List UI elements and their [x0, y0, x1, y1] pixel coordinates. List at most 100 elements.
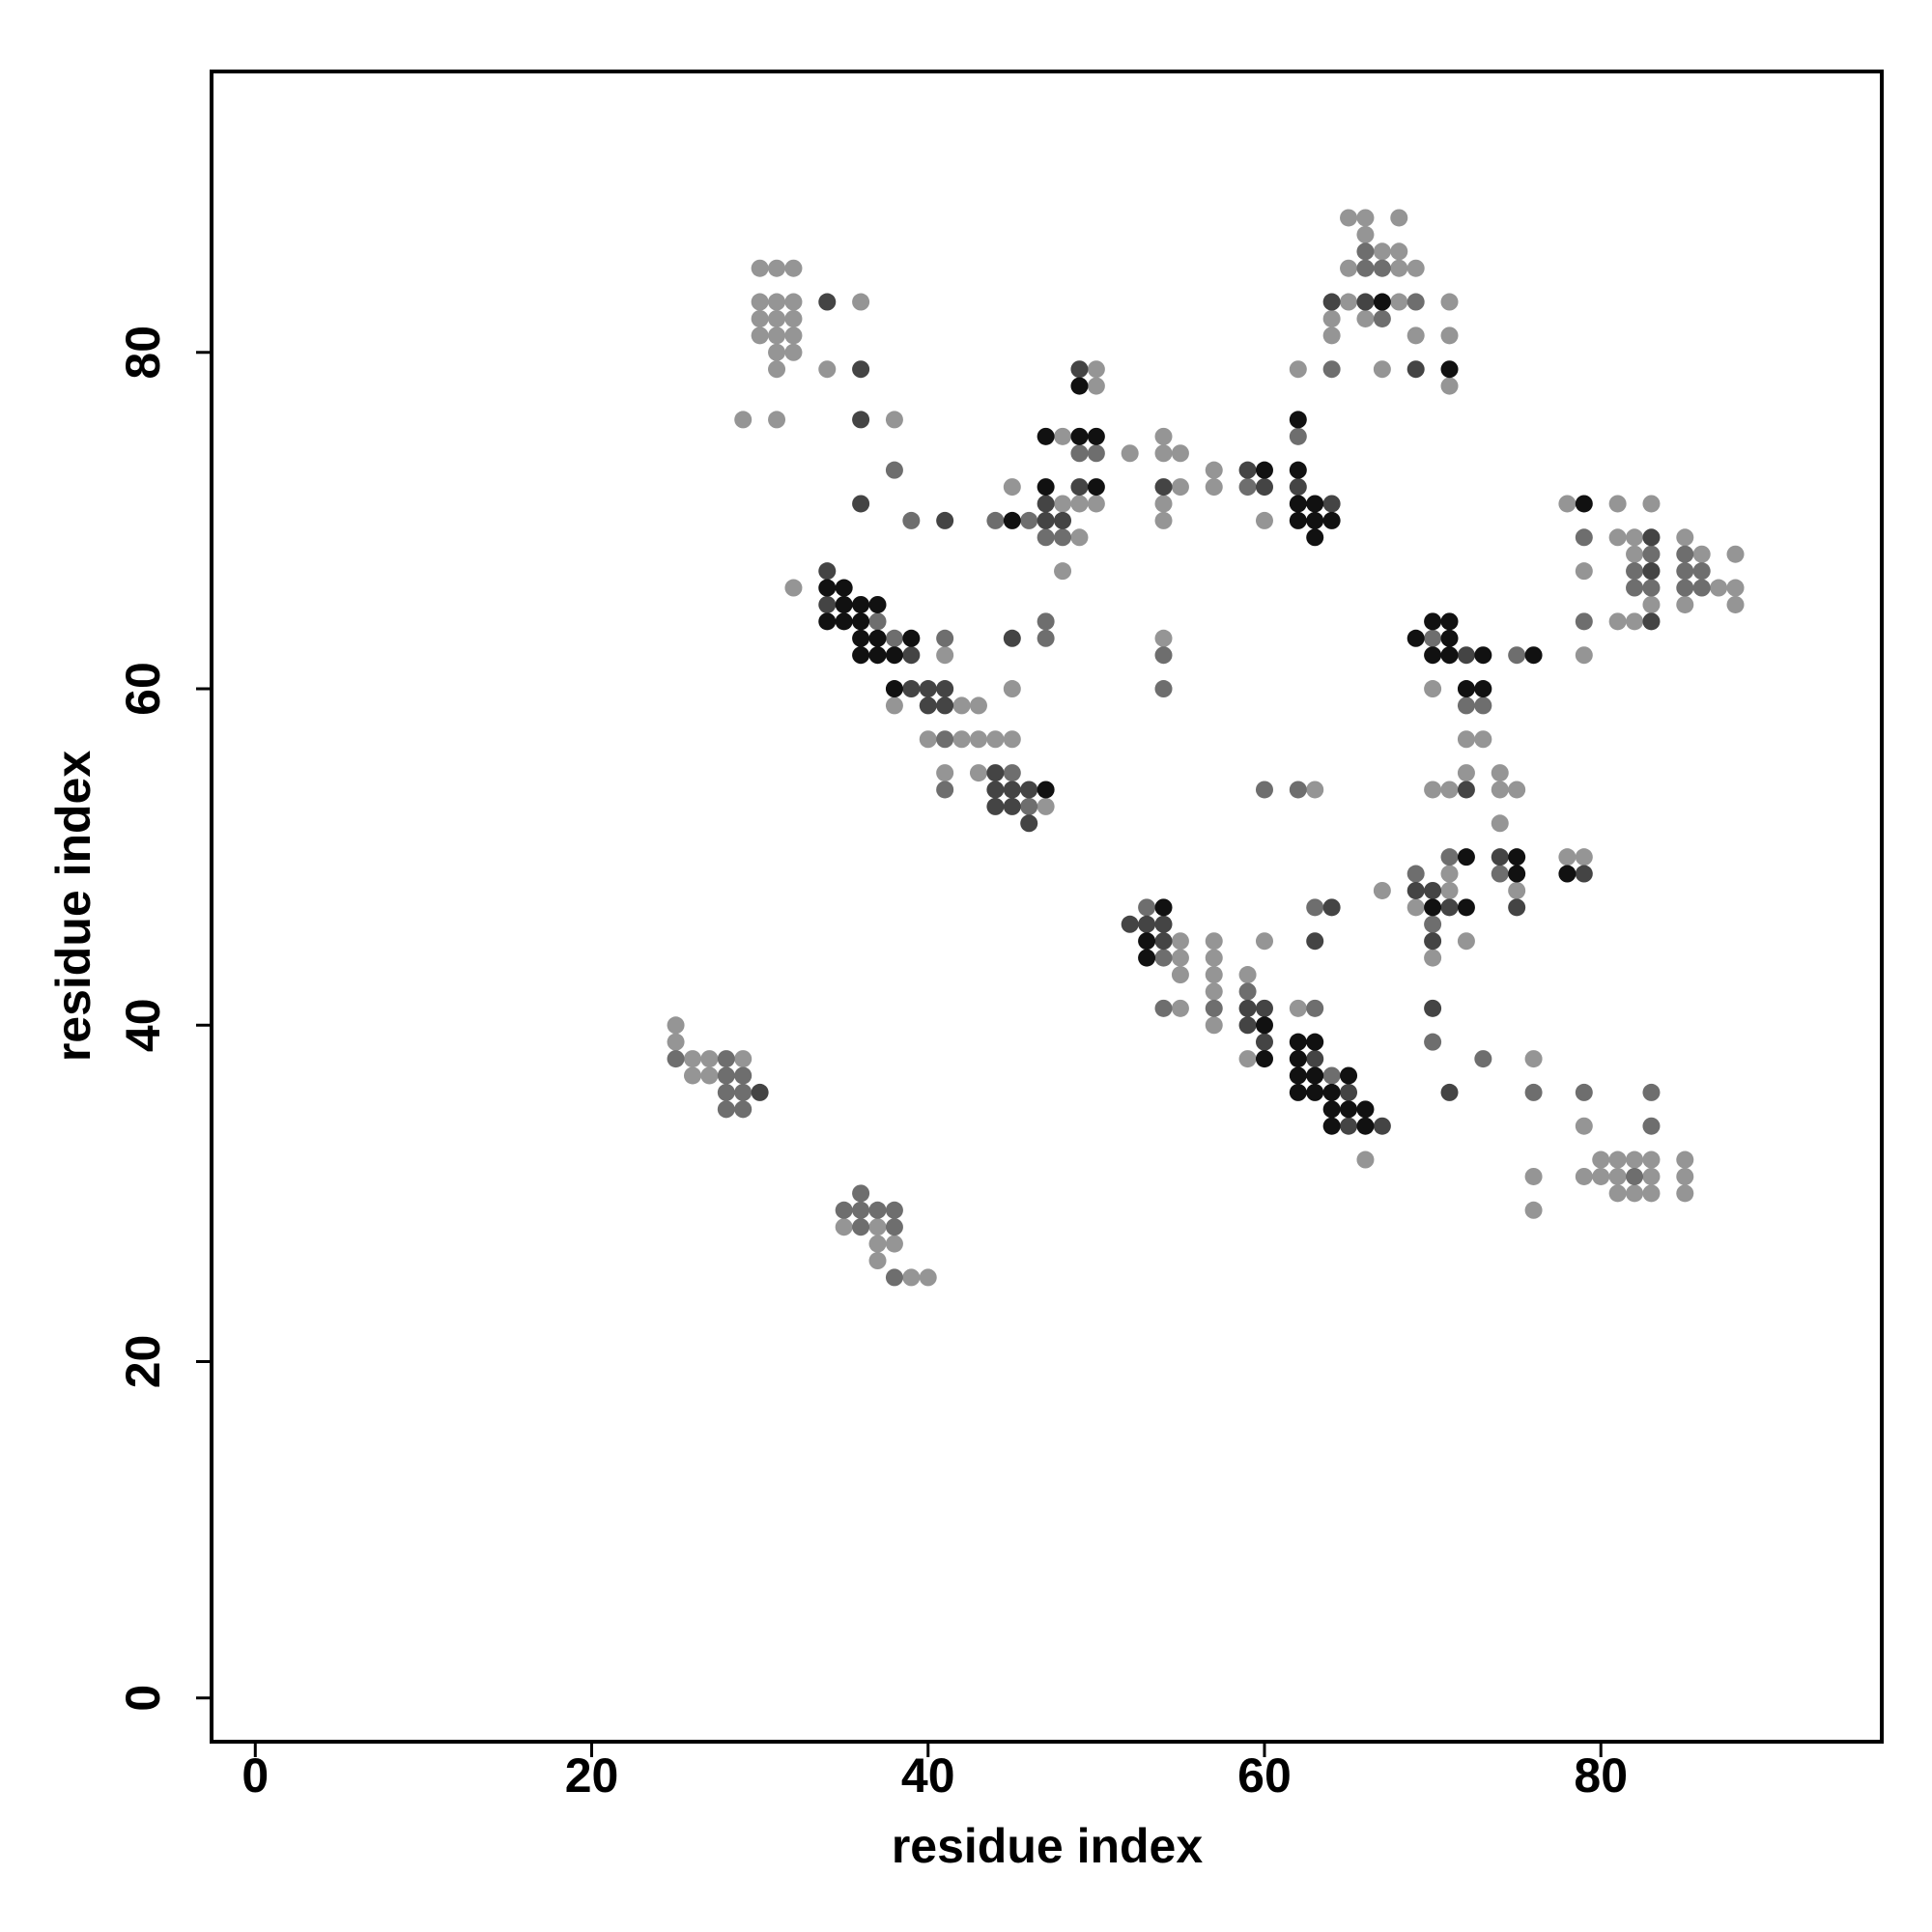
contact-point: [1558, 495, 1577, 513]
contact-point: [768, 309, 786, 327]
contact-point: [852, 360, 870, 379]
contact-point: [1154, 495, 1173, 513]
contact-point: [1457, 680, 1475, 698]
contact-point: [1524, 646, 1543, 665]
contact-point: [1154, 949, 1173, 967]
contact-point: [1642, 1151, 1661, 1169]
contact-point: [1373, 242, 1391, 261]
contact-point: [1356, 293, 1375, 311]
contact-point: [667, 1016, 685, 1035]
contact-point: [1154, 427, 1173, 445]
contact-point: [1710, 579, 1728, 597]
contact-point: [1608, 612, 1627, 631]
contact-point: [1238, 1050, 1257, 1068]
contact-point: [1306, 1050, 1324, 1068]
contact-point: [1205, 999, 1223, 1017]
contact-point: [1373, 360, 1391, 379]
contact-point: [936, 511, 954, 529]
contact-point: [784, 579, 803, 597]
contact-point: [1037, 781, 1055, 799]
contact-point: [1037, 797, 1055, 815]
contact-point: [1642, 562, 1661, 581]
contact-point: [1406, 327, 1425, 345]
contact-point: [1037, 612, 1055, 631]
contact-point: [1054, 511, 1072, 529]
contact-point: [1424, 915, 1442, 933]
contact-point: [1154, 999, 1173, 1017]
contact-point: [936, 764, 954, 782]
contact-point: [1322, 327, 1341, 345]
contact-point: [1171, 966, 1189, 984]
contact-point: [1642, 1167, 1661, 1185]
contact-point: [885, 629, 903, 647]
contact-point: [1642, 528, 1661, 547]
contact-point: [1087, 444, 1105, 463]
contact-point: [1424, 1033, 1442, 1051]
contact-point: [1373, 1117, 1391, 1135]
x-axis-label: residue index: [892, 1819, 1204, 1873]
contact-point: [1322, 898, 1341, 917]
contact-point: [1087, 495, 1105, 513]
contact-point: [936, 629, 954, 647]
contact-point: [1003, 511, 1021, 529]
contact-point: [700, 1050, 719, 1068]
contact-point: [717, 1100, 735, 1119]
contact-point: [1289, 999, 1307, 1017]
contact-point: [1037, 511, 1055, 529]
x-tick-label: 40: [901, 1748, 955, 1803]
contact-point: [1457, 696, 1475, 715]
contact-point: [1626, 612, 1644, 631]
contact-point: [852, 646, 870, 665]
contact-point: [885, 646, 903, 665]
contact-point: [1054, 528, 1072, 547]
contact-point: [919, 696, 937, 715]
contact-point: [1373, 259, 1391, 277]
contact-point: [902, 629, 921, 647]
contact-point: [717, 1050, 735, 1068]
contact-point: [1406, 898, 1425, 917]
contact-point: [1306, 932, 1324, 951]
contact-point: [1692, 545, 1711, 563]
contact-point: [1340, 1083, 1358, 1101]
contact-point: [1289, 427, 1307, 445]
contact-point: [1356, 1151, 1375, 1169]
contact-point: [1255, 999, 1273, 1017]
contact-point: [1138, 949, 1156, 967]
contact-point: [1054, 495, 1072, 513]
contact-point: [1474, 646, 1492, 665]
contact-point: [1289, 478, 1307, 497]
contact-point: [1087, 427, 1105, 445]
contact-point: [1238, 478, 1257, 497]
contact-point: [1121, 444, 1139, 463]
contact-point: [1289, 360, 1307, 379]
contact-point: [1474, 730, 1492, 749]
contact-point: [1070, 377, 1089, 395]
contact-point: [1642, 1184, 1661, 1203]
contact-point: [1440, 646, 1459, 665]
contact-point: [1692, 562, 1711, 581]
contact-point: [1255, 781, 1273, 799]
contact-point: [751, 259, 769, 277]
contact-point: [1238, 999, 1257, 1017]
contact-point: [818, 293, 837, 311]
contact-point: [1171, 949, 1189, 967]
contact-point: [852, 595, 870, 613]
contact-point: [1575, 1167, 1593, 1185]
contact-point: [885, 696, 903, 715]
contact-point: [768, 259, 786, 277]
contact-point: [1524, 1083, 1543, 1101]
contact-point: [1676, 528, 1694, 547]
contact-point: [1424, 898, 1442, 917]
contact-point: [1575, 865, 1593, 883]
contact-point: [700, 1066, 719, 1085]
contact-point: [734, 411, 753, 429]
contact-point: [1524, 1201, 1543, 1219]
contact-point: [885, 411, 903, 429]
contact-point: [852, 495, 870, 513]
contact-point: [1121, 915, 1139, 933]
contact-point: [1642, 612, 1661, 631]
contact-point: [1440, 629, 1459, 647]
contact-point: [1508, 646, 1526, 665]
contact-point: [885, 1201, 903, 1219]
contact-point: [1070, 444, 1089, 463]
